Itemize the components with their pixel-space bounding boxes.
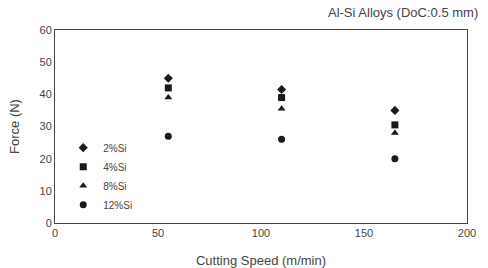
svg-text:20: 20 bbox=[40, 153, 52, 165]
svg-text:60: 60 bbox=[40, 24, 52, 36]
svg-text:4%Si: 4%Si bbox=[103, 162, 126, 173]
svg-text:0: 0 bbox=[46, 217, 52, 229]
svg-text:8%Si: 8%Si bbox=[103, 181, 126, 192]
svg-text:150: 150 bbox=[355, 227, 373, 239]
svg-text:30: 30 bbox=[40, 120, 52, 132]
svg-text:40: 40 bbox=[40, 88, 52, 100]
svg-text:12%Si: 12%Si bbox=[103, 200, 132, 211]
svg-text:Force (N): Force (N) bbox=[7, 99, 22, 154]
svg-text:2%Si: 2%Si bbox=[103, 143, 126, 154]
svg-text:Al-Si Alloys (DoC:0.5 mm): Al-Si Alloys (DoC:0.5 mm) bbox=[328, 5, 478, 20]
svg-text:10: 10 bbox=[40, 185, 52, 197]
svg-text:100: 100 bbox=[252, 227, 270, 239]
svg-text:50: 50 bbox=[40, 56, 52, 68]
svg-text:0: 0 bbox=[52, 227, 58, 239]
svg-text:Cutting Speed (m/min): Cutting Speed (m/min) bbox=[196, 253, 326, 268]
svg-text:200: 200 bbox=[458, 227, 476, 239]
svg-text:50: 50 bbox=[152, 227, 164, 239]
